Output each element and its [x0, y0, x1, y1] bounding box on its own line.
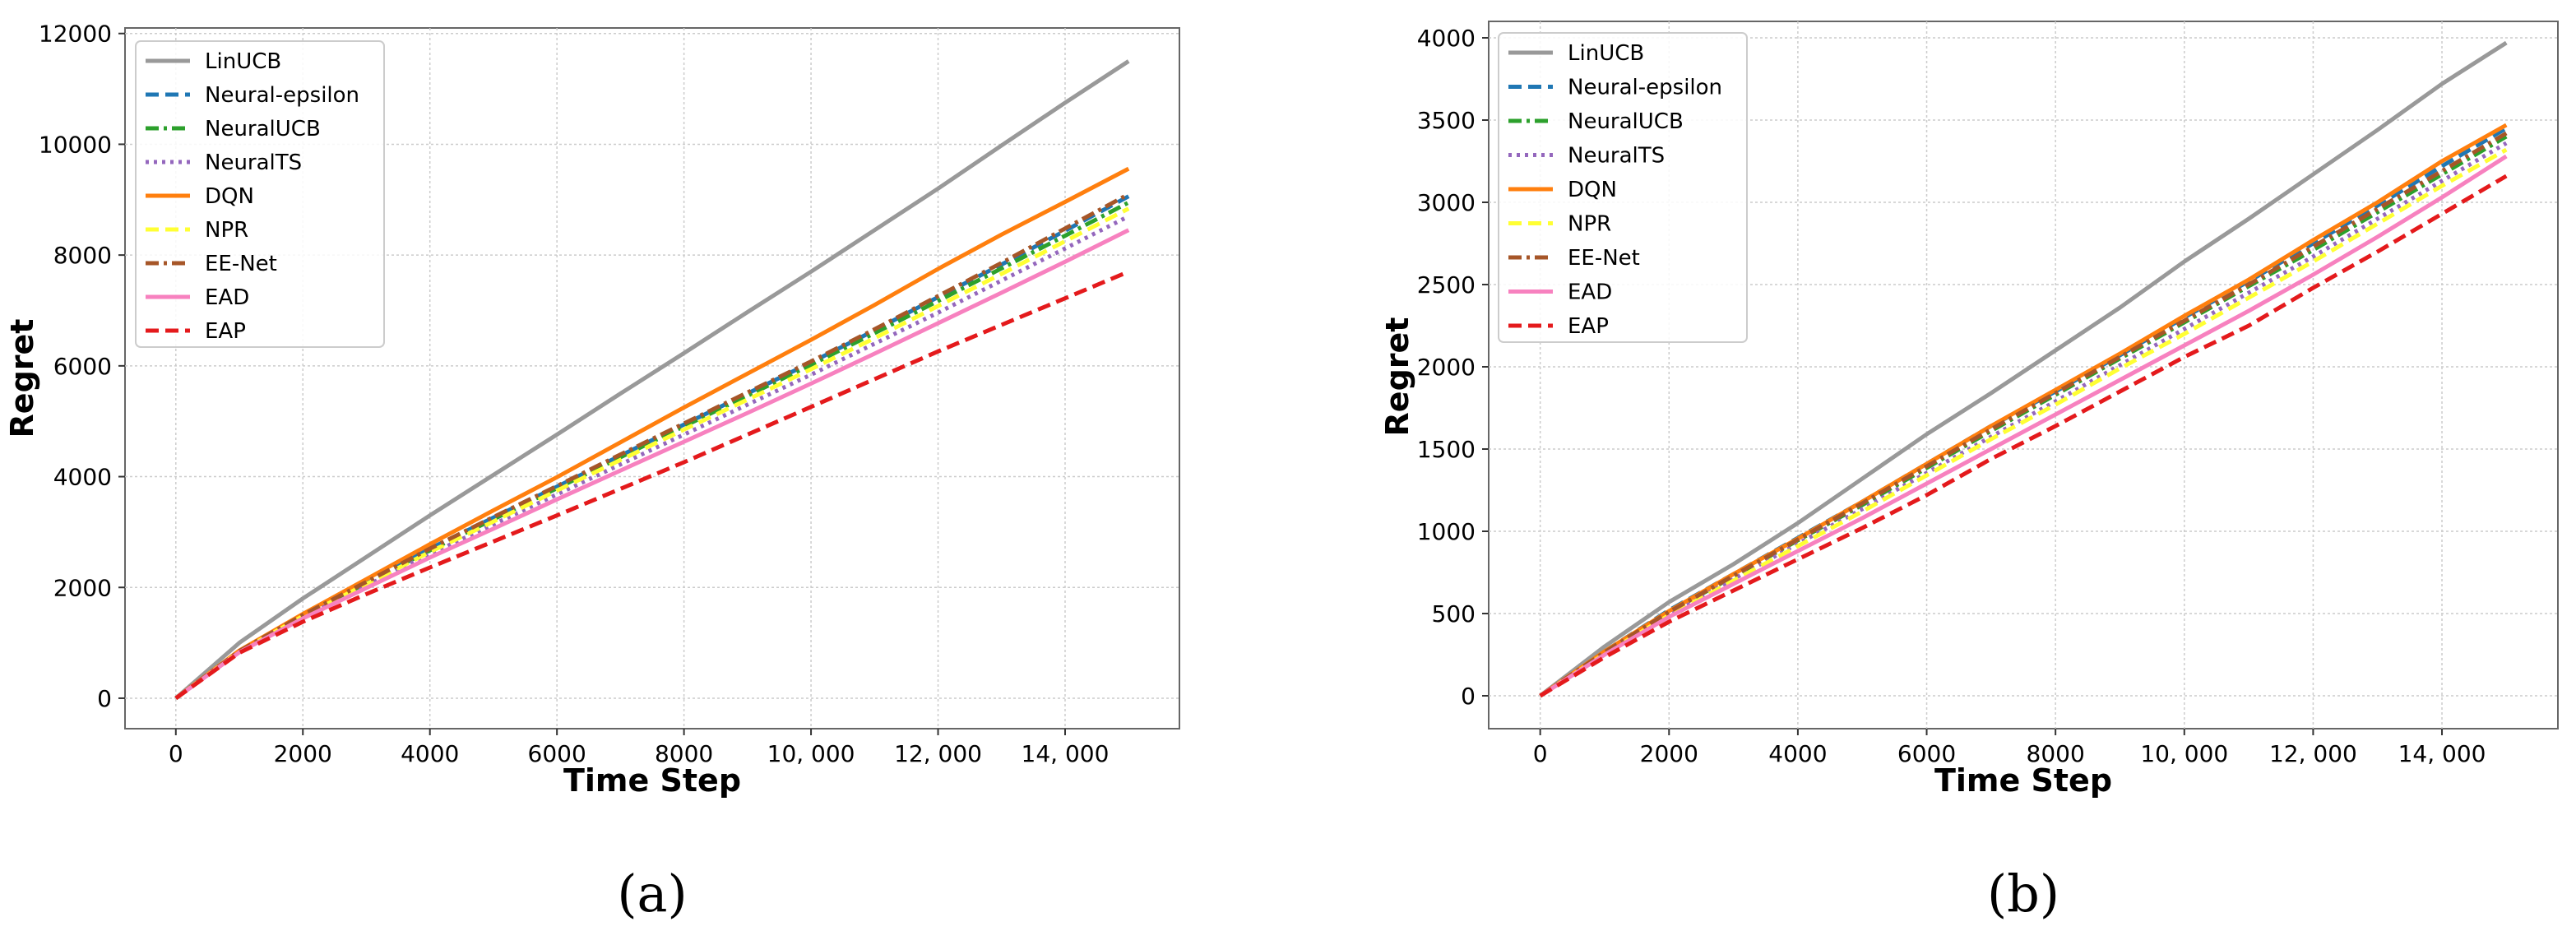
y-tick-label-b: 1500 [1417, 436, 1476, 463]
chart-panel-b: 0 2000 4000 6000 8000 10, 000 12, 000 14, 000 0 5… [1379, 21, 2559, 924]
legend-label-neural-epsilon-a: Neural-epsilon [205, 83, 359, 108]
x-tick-label-a: 2000 [274, 740, 332, 767]
x-tick-label-b: 12, 000 [2269, 740, 2357, 767]
x-axis-label-b: Time Step [1934, 762, 2112, 799]
y-axis-label-b: Regret [1379, 317, 1415, 437]
caption-b: (b) [1987, 864, 2059, 924]
y-tick-label-b: 4000 [1417, 25, 1476, 52]
x-tick-label-b: 14, 000 [2398, 740, 2486, 767]
legend-label-ee-net-a: EE-Net [205, 252, 277, 276]
legend-label-dqn-a: DQN [205, 184, 254, 209]
series-line-neuralts-a [174, 214, 1130, 701]
x-tick-label-a: 12, 000 [894, 740, 982, 767]
x-tick-label-b: 4000 [1768, 740, 1827, 767]
legend-label-neuralts-b: NeuralTS [1568, 144, 1665, 169]
legend-label-neuralucb-b: NeuralUCB [1568, 109, 1684, 134]
x-tick-label-b: 2000 [1640, 740, 1698, 767]
y-tick-label-b: 500 [1432, 600, 1476, 628]
series-line-ead-b [1539, 154, 2508, 698]
y-axis-label-a: Regret [4, 319, 40, 438]
x-tick-label-b: 6000 [1897, 740, 1956, 767]
legend-label-npr-a: NPR [205, 218, 248, 243]
series-line-eap-a [174, 269, 1130, 701]
x-tick-label-b: 10, 000 [2140, 740, 2228, 767]
x-tick-label-a: 4000 [401, 740, 459, 767]
y-tick-label-b: 0 [1461, 683, 1476, 710]
series-line-linucb-b [1539, 40, 2508, 697]
legend-label-neuralts-a: NeuralTS [205, 151, 302, 175]
y-tick-label-b: 2000 [1417, 354, 1476, 381]
legend-label-eap-b: EAP [1568, 314, 1609, 339]
legend-box-a [135, 40, 385, 348]
y-tick-label-a: 10000 [39, 131, 112, 158]
y-tick-label-a: 2000 [53, 574, 112, 601]
legend-label-neuralucb-a: NeuralUCB [205, 117, 321, 141]
legend-label-linucb-b: LinUCB [1568, 41, 1644, 66]
x-tick-label-a: 6000 [528, 740, 586, 767]
legend-label-npr-b: NPR [1568, 212, 1611, 237]
legend-box-b [1498, 32, 1748, 343]
x-tick-label-a: 0 [169, 740, 183, 767]
legend-label-eap-a: EAP [205, 319, 246, 344]
y-tick-label-b: 2500 [1417, 271, 1476, 299]
y-tick-label-b: 3000 [1417, 189, 1476, 216]
series-line-npr-b [1539, 147, 2508, 698]
legend-b: LinUCB Neural-epsilon NeuralUCB NeuralTS DQN… [1498, 32, 1748, 343]
chart-panel-a: 0 2000 4000 6000 8000 10, 000 12, 000 14, 000 0 2… [4, 21, 1180, 924]
legend-label-neural-epsilon-b: Neural-epsilon [1568, 76, 1722, 100]
y-tick-label-b: 1000 [1417, 518, 1476, 545]
y-tick-label-a: 8000 [53, 242, 112, 269]
y-tick-label-a: 6000 [53, 353, 112, 380]
legend-a: LinUCB Neural-epsilon NeuralUCB NeuralTS DQN… [135, 40, 385, 348]
y-tick-label-a: 4000 [53, 464, 112, 491]
legend-label-dqn-b: DQN [1568, 178, 1617, 202]
series-line-eap-b [1539, 174, 2508, 698]
y-tick-label-a: 12000 [39, 21, 112, 48]
series-line-linucb-a [174, 59, 1130, 700]
series-line-ee-net-a [174, 192, 1130, 701]
x-tick-label-b: 0 [1533, 740, 1548, 767]
x-axis-label-a: Time Step [563, 762, 741, 799]
x-tick-label-a: 8000 [655, 740, 713, 767]
x-tick-label-b: 8000 [2027, 740, 2085, 767]
legend-label-ead-b: EAD [1568, 280, 1612, 305]
series-line-ee-net-b [1539, 131, 2508, 698]
y-tick-label-b: 3500 [1417, 107, 1476, 134]
series-line-ead-a [174, 228, 1130, 701]
x-tick-label-a: 10, 000 [767, 740, 855, 767]
legend-label-ead-a: EAD [205, 285, 249, 310]
y-tick-label-a: 0 [97, 685, 112, 712]
x-tick-label-a: 14, 000 [1022, 740, 1110, 767]
legend-label-linucb-a: LinUCB [205, 49, 281, 74]
caption-a: (a) [617, 864, 687, 924]
legend-label-ee-net-b: EE-Net [1568, 246, 1640, 271]
